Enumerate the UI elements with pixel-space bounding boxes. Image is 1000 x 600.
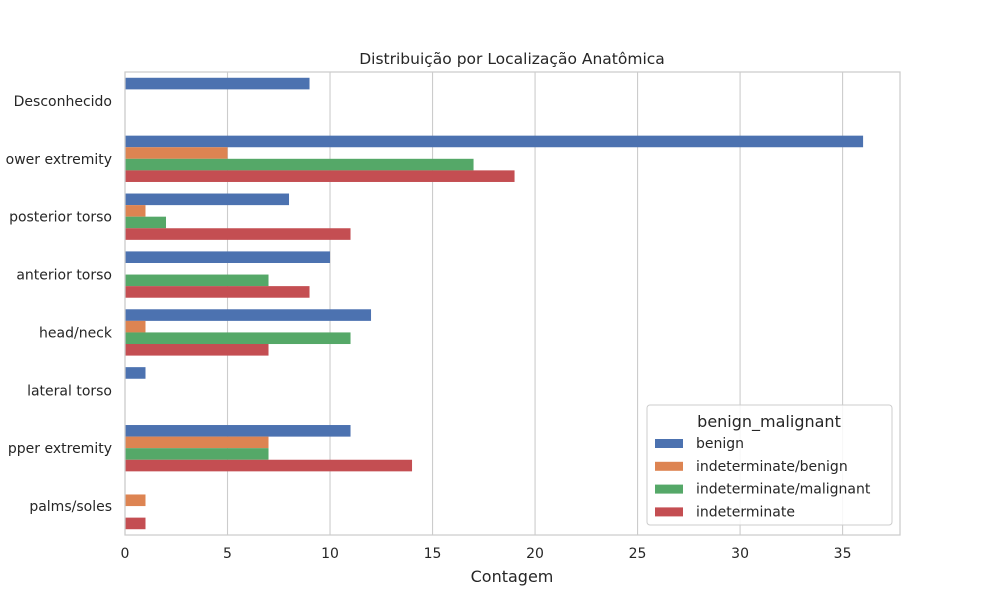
- bar: [125, 367, 146, 379]
- legend-title: benign_malignant: [697, 412, 841, 432]
- x-tick-label: 0: [121, 546, 130, 562]
- y-tick-label: head/neck: [39, 325, 113, 341]
- legend-entry-label: indeterminate: [696, 504, 795, 520]
- legend-swatch: [655, 484, 683, 494]
- legend-entry-label: benign: [696, 436, 744, 452]
- y-tick-label: Desconhecido: [14, 94, 112, 110]
- legend-swatch: [655, 507, 683, 517]
- bar: [125, 170, 515, 182]
- bar: [125, 216, 167, 229]
- bar: [125, 251, 331, 263]
- legend-entry-label: indeterminate/benign: [696, 459, 848, 475]
- y-tick-label: pper extremity: [8, 441, 112, 457]
- y-tick-label: anterior torso: [16, 268, 112, 284]
- bar: [125, 320, 146, 333]
- x-tick-label: 25: [629, 546, 647, 562]
- bar: [125, 158, 474, 171]
- bar: [125, 494, 146, 507]
- bar: [125, 517, 146, 530]
- chart-title: Distribuição por Localização Anatômica: [359, 50, 665, 68]
- x-tick-label: 35: [834, 546, 852, 562]
- x-axis-title: Contagem: [471, 567, 554, 586]
- x-tick-label: 20: [526, 546, 544, 562]
- legend-swatch: [655, 461, 683, 471]
- bar: [125, 436, 269, 449]
- legend: benign_malignant benign indeterminate/ben…: [646, 404, 893, 526]
- bar: [125, 309, 372, 321]
- y-tick-label: palms/soles: [29, 499, 112, 515]
- bar: [125, 193, 290, 206]
- x-tick-label: 5: [223, 546, 232, 562]
- legend-swatch: [655, 439, 683, 448]
- bar: [125, 332, 351, 345]
- bar: [125, 147, 228, 159]
- bar: [125, 274, 269, 287]
- x-tick-label: 10: [321, 546, 339, 562]
- x-tick-label: 30: [731, 546, 749, 562]
- y-tick-label: posterior torso: [9, 210, 112, 226]
- x-axis-ticks: 0 5 10 15 20 25 30 35: [121, 546, 852, 562]
- bars: [125, 77, 864, 530]
- bar: [125, 205, 146, 217]
- bar: [125, 448, 269, 460]
- plot-frame: [124, 71, 901, 536]
- y-tick-label: lateral torso: [27, 383, 112, 399]
- bar: [125, 77, 310, 90]
- legend-box: [646, 404, 893, 526]
- bar: [125, 286, 310, 298]
- legend-entry-label: indeterminate/malignant: [696, 482, 871, 498]
- y-axis-ticks: Desconhecido ower extremity posterior tors…: [6, 94, 113, 515]
- y-tick-label: ower extremity: [6, 152, 112, 168]
- bar: [125, 228, 351, 240]
- bar: [125, 425, 351, 437]
- bar: [125, 344, 269, 356]
- x-tick-label: 15: [424, 546, 442, 562]
- bar: [125, 135, 864, 148]
- bar: [125, 459, 413, 472]
